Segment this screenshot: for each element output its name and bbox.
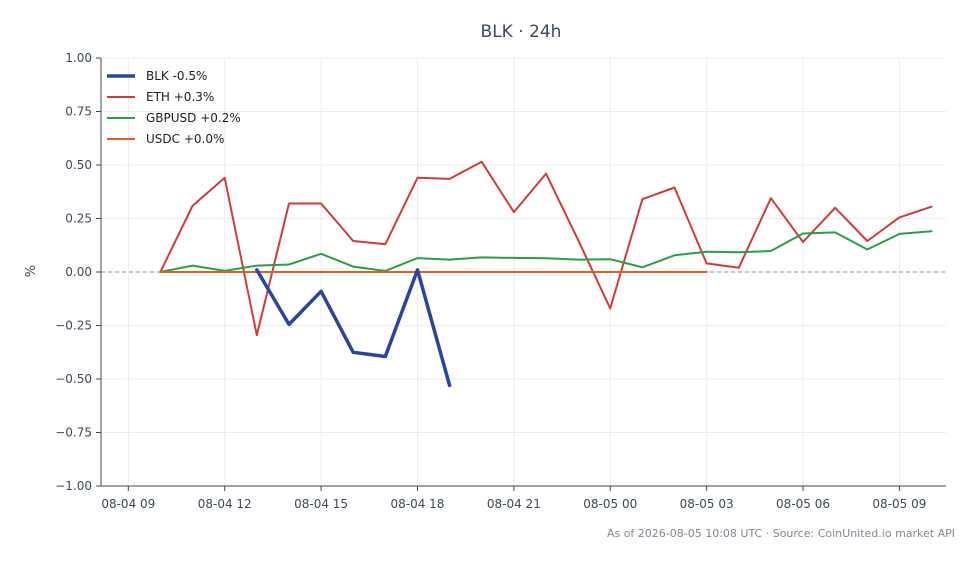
series-line-gbpusd bbox=[159, 230, 933, 273]
series-line-blk bbox=[255, 268, 452, 388]
series-line-eth bbox=[159, 160, 933, 337]
y-tick-label: 1.00 bbox=[65, 51, 92, 65]
y-tick-label: −1.00 bbox=[55, 479, 92, 493]
x-tick-label: 08-04 15 bbox=[294, 497, 348, 511]
x-tick-label: 08-05 00 bbox=[583, 497, 637, 511]
x-tick-label: 08-04 18 bbox=[390, 497, 444, 511]
y-axis-title: % bbox=[24, 265, 39, 277]
y-tick-label: −0.50 bbox=[55, 372, 92, 386]
x-tick-label: 08-05 06 bbox=[776, 497, 830, 511]
y-tick-label: −0.75 bbox=[55, 426, 92, 440]
legend-label-usdc: USDC +0.0% bbox=[146, 132, 224, 146]
x-tick-label: 08-04 21 bbox=[487, 497, 541, 511]
y-axis: 1.00 0.75 0.50 0.25 0.00 −0.25 −0.50 −0.75 −1.00 bbox=[55, 51, 101, 493]
legend: BLK -0.5% ETH +0.3% GBPUSD +0.2% USDC +0.0% bbox=[107, 69, 241, 146]
legend-label-eth: ETH +0.3% bbox=[146, 90, 214, 104]
legend-label-blk: BLK -0.5% bbox=[146, 69, 207, 83]
y-tick-label: 0.00 bbox=[65, 265, 92, 279]
x-tick-label: 08-04 09 bbox=[101, 497, 155, 511]
legend-label-gbpusd: GBPUSD +0.2% bbox=[146, 111, 241, 125]
y-tick-label: 0.75 bbox=[65, 105, 92, 119]
x-tick-label: 08-04 12 bbox=[198, 497, 252, 511]
x-tick-label: 08-05 03 bbox=[680, 497, 734, 511]
y-tick-label: 0.25 bbox=[65, 212, 92, 226]
footer-source: As of 2026-08-05 10:08 UTC · Source: Coi… bbox=[607, 527, 955, 540]
series-group bbox=[159, 160, 933, 388]
y-tick-label: −0.25 bbox=[55, 319, 92, 333]
x-axis: 08-04 09 08-04 12 08-04 15 08-04 18 08-04 21… bbox=[101, 486, 926, 511]
y-tick-label: 0.50 bbox=[65, 158, 92, 172]
x-tick-label: 08-05 09 bbox=[872, 497, 926, 511]
chart-title: BLK · 24h bbox=[481, 22, 562, 42]
